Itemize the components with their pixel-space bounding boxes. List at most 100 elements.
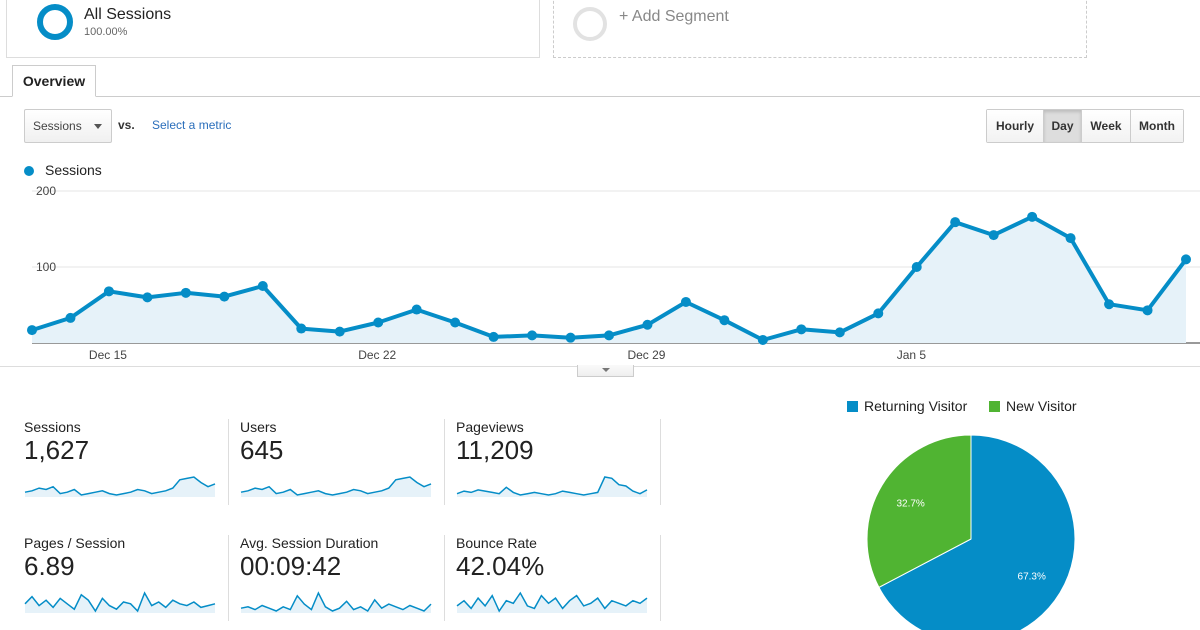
sessions-data-point[interactable] bbox=[1065, 233, 1076, 244]
sessions-data-point[interactable] bbox=[527, 330, 538, 341]
sessions-legend-label: Sessions bbox=[45, 162, 102, 178]
sessions-data-point[interactable] bbox=[1104, 299, 1115, 310]
sessions-data-point[interactable] bbox=[873, 308, 884, 319]
day-button[interactable]: Day bbox=[1044, 110, 1082, 142]
sessions-data-point[interactable] bbox=[719, 315, 730, 326]
pie-slice-label: 32.7% bbox=[896, 498, 924, 509]
metric-sparkline bbox=[240, 591, 432, 613]
sessions-data-point[interactable] bbox=[604, 330, 614, 341]
x-tick-label: Dec 15 bbox=[89, 348, 127, 362]
metric-card[interactable]: Users 645 bbox=[240, 419, 456, 507]
metric-divider bbox=[660, 419, 661, 505]
segment-ring-icon bbox=[37, 4, 73, 40]
sessions-data-point[interactable] bbox=[373, 317, 384, 328]
metric-value: 1,627 bbox=[24, 435, 90, 465]
hourly-button[interactable]: Hourly bbox=[987, 110, 1044, 142]
metric-sparkline bbox=[24, 591, 216, 613]
metric-value: 645 bbox=[240, 435, 284, 465]
metric-card[interactable]: Sessions 1,627 bbox=[24, 419, 240, 507]
sessions-data-point[interactable] bbox=[757, 334, 768, 345]
sessions-line-chart: 200 100 Dec 15 Dec 22 Dec 29 Jan 5 bbox=[27, 185, 1200, 362]
metric-sparkline bbox=[456, 591, 648, 613]
tab-overview[interactable]: Overview bbox=[12, 65, 96, 97]
sessions-data-point[interactable] bbox=[1142, 305, 1153, 316]
sessions-area bbox=[32, 216, 1186, 343]
add-segment-button[interactable]: + Add Segment bbox=[553, 0, 1087, 58]
metric-name: Sessions bbox=[24, 419, 81, 435]
x-tick-label: Jan 5 bbox=[897, 348, 927, 362]
sessions-data-point[interactable] bbox=[257, 281, 268, 291]
sessions-data-point[interactable] bbox=[488, 331, 499, 342]
granularity-toggle: Hourly Day Week Month bbox=[986, 109, 1184, 143]
sessions-data-point[interactable] bbox=[296, 323, 307, 334]
week-button[interactable]: Week bbox=[1082, 110, 1131, 142]
sessions-data-point[interactable] bbox=[1181, 254, 1191, 265]
new-visitor-swatch bbox=[989, 401, 1000, 412]
pie-slice-returning-visitor[interactable] bbox=[878, 434, 1076, 630]
caret-down-icon bbox=[94, 124, 102, 129]
sessions-data-point[interactable] bbox=[65, 312, 76, 323]
add-segment-label: + Add Segment bbox=[619, 8, 729, 25]
metric-name: Bounce Rate bbox=[456, 535, 537, 551]
sessions-data-point[interactable] bbox=[1027, 211, 1038, 222]
metric-card[interactable]: Pages / Session 6.89 bbox=[24, 535, 240, 623]
sessions-data-point[interactable] bbox=[334, 326, 345, 337]
metric-divider bbox=[660, 535, 661, 621]
sessions-data-point[interactable] bbox=[565, 332, 576, 343]
sessions-data-point[interactable] bbox=[796, 324, 807, 335]
select-metric-link[interactable]: Select a metric bbox=[152, 118, 232, 132]
sessions-legend-dot bbox=[24, 166, 34, 176]
sessions-data-point[interactable] bbox=[27, 325, 37, 336]
metric-divider bbox=[444, 535, 445, 621]
sessions-data-point[interactable] bbox=[142, 292, 153, 303]
metric-name: Avg. Session Duration bbox=[240, 535, 379, 551]
legend-new-visitor[interactable]: New Visitor bbox=[989, 398, 1077, 414]
metric-value: 6.89 bbox=[24, 551, 75, 581]
x-tick-label: Dec 29 bbox=[627, 348, 665, 362]
y-tick-label: 100 bbox=[36, 260, 56, 274]
vs-label: vs. bbox=[118, 118, 135, 132]
metric-value: 42.04% bbox=[456, 551, 545, 581]
metric-select-value: Sessions bbox=[33, 119, 82, 133]
collapse-chart-handle[interactable] bbox=[577, 365, 634, 377]
metric-card[interactable]: Avg. Session Duration 00:09:42 bbox=[240, 535, 456, 623]
chevron-down-icon bbox=[602, 368, 610, 372]
segment-all-sessions[interactable]: All Sessions 100.00% bbox=[6, 0, 540, 58]
metric-name: Users bbox=[240, 419, 277, 435]
y-tick-label: 200 bbox=[36, 185, 56, 198]
segment-title: All Sessions bbox=[84, 6, 172, 23]
sessions-data-point[interactable] bbox=[219, 291, 230, 302]
metric-sparkline bbox=[24, 476, 216, 497]
sessions-data-point[interactable] bbox=[988, 230, 999, 241]
metric-select[interactable]: Sessions bbox=[24, 109, 112, 143]
sessions-data-point[interactable] bbox=[680, 296, 691, 307]
new-visitor-label: New Visitor bbox=[1006, 398, 1077, 414]
segment-percent: 100.00% bbox=[84, 26, 128, 38]
sessions-data-point[interactable] bbox=[911, 262, 922, 272]
metric-sparkline bbox=[240, 476, 432, 497]
metric-divider bbox=[228, 535, 229, 621]
x-tick-label: Dec 22 bbox=[358, 348, 396, 362]
metric-name: Pageviews bbox=[456, 419, 524, 435]
month-button[interactable]: Month bbox=[1131, 110, 1183, 142]
sessions-data-point[interactable] bbox=[180, 287, 191, 298]
pie-slice-label: 67.3% bbox=[1018, 572, 1046, 583]
sessions-data-point[interactable] bbox=[642, 319, 653, 330]
sessions-data-point[interactable] bbox=[103, 286, 114, 297]
visitor-pie-chart: 67.3% 32.7% bbox=[866, 434, 1076, 630]
metric-card[interactable]: Bounce Rate 42.04% bbox=[456, 535, 672, 623]
pie-slice-new-visitor[interactable] bbox=[866, 434, 972, 589]
returning-visitor-label: Returning Visitor bbox=[864, 398, 968, 414]
legend-returning-visitor[interactable]: Returning Visitor bbox=[847, 398, 967, 414]
sessions-data-point[interactable] bbox=[950, 217, 961, 228]
sessions-data-point[interactable] bbox=[411, 304, 422, 315]
metric-name: Pages / Session bbox=[24, 535, 126, 551]
metric-card[interactable]: Pageviews 11,209 bbox=[456, 419, 672, 507]
metric-divider bbox=[228, 419, 229, 505]
metric-divider bbox=[444, 419, 445, 505]
empty-segment-ring-icon bbox=[573, 7, 607, 41]
sessions-data-point[interactable] bbox=[450, 317, 461, 328]
sessions-data-point[interactable] bbox=[834, 327, 845, 338]
metric-value: 00:09:42 bbox=[240, 551, 342, 581]
